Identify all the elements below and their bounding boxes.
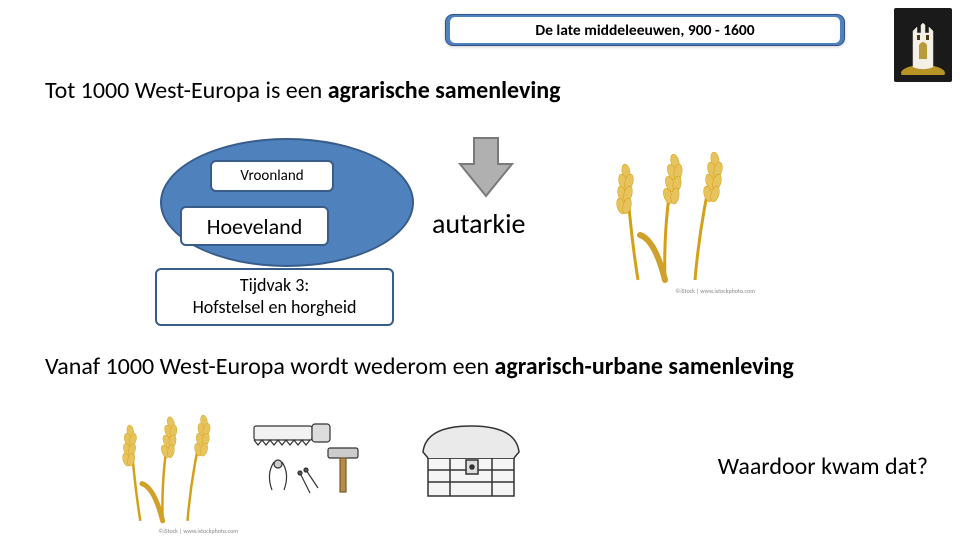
title-prefix: Tot 1000 West-Europa is een [45, 76, 328, 105]
wheat-svg [615, 151, 724, 280]
question-text: Waardoor kwam dat? [718, 452, 928, 481]
header-pill: De late middeleeuwen, 900 - 1600 [445, 14, 845, 46]
wheat-attribution-2: ©iStock | www.istockphoto.com [108, 527, 238, 535]
title-bold: agrarische samenleving [328, 76, 561, 105]
vroonland-box: Vroonland [210, 160, 334, 192]
vroonland-label: Vroonland [240, 167, 303, 185]
bottom-text: Vanaf 1000 West-Europa wordt wederom een… [45, 352, 845, 382]
hoeveland-label: Hoeveland [207, 213, 303, 240]
bottom-bold: agrarisch-urbane samenleving [495, 352, 794, 381]
tijdvak-box: Tijdvak 3: Hofstelsel en horgheid [155, 268, 394, 326]
slide-title: Tot 1000 West-Europa is een agrarische s… [45, 76, 560, 105]
tijdvak-line2: Hofstelsel en horgheid [193, 297, 357, 319]
tijdvak-line1: Tijdvak 3: [240, 275, 309, 297]
concept-ellipse [160, 138, 414, 267]
autarkie-label: autarkie [432, 206, 525, 241]
hoeveland-box: Hoeveland [180, 206, 329, 246]
arrow-path [460, 138, 512, 196]
wheat-image-right: ©iStock | www.istockphoto.com [600, 140, 755, 295]
header-label: De late middeleeuwen, 900 - 1600 [450, 17, 840, 43]
down-arrow-icon [454, 134, 518, 200]
wheat-attribution: ©iStock | www.istockphoto.com [600, 287, 755, 295]
wheat-image-bottom: ©iStock | www.istockphoto.com [108, 405, 238, 535]
corner-castle-image [894, 8, 952, 82]
bottom-prefix: Vanaf 1000 West-Europa wordt wederom een [45, 352, 495, 381]
tools-image [248, 418, 378, 503]
chest-image [418, 418, 533, 503]
